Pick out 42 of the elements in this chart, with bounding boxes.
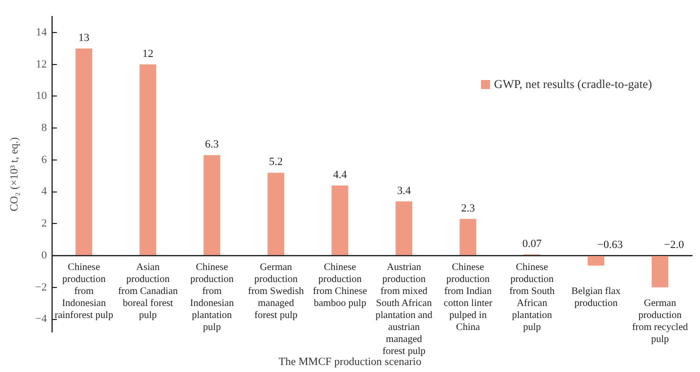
x-tick-label: Chinese production from Indian cotton linter pulped in China bbox=[444, 262, 493, 334]
bar bbox=[460, 218, 476, 256]
x-tick-label: Chinese production from Indonesian plantation pulp bbox=[190, 262, 234, 334]
bar bbox=[588, 256, 604, 266]
y-tick-label: 14 bbox=[36, 26, 48, 38]
data-label: 5.2 bbox=[269, 156, 283, 168]
y-tick-label: 8 bbox=[41, 122, 48, 134]
x-tick-label: German production from recycled pulp bbox=[632, 298, 688, 346]
x-tick-label: Belgian flax production bbox=[571, 286, 621, 310]
data-label: 4.4 bbox=[333, 168, 348, 181]
data-label: 13 bbox=[78, 32, 90, 44]
data-label: 3.4 bbox=[397, 184, 412, 197]
x-tick-label: German production from Swedish managed forest pulp bbox=[248, 262, 304, 322]
x-tick-label: Chinese production from South African plantation pulp bbox=[509, 262, 555, 334]
x-tick-label: Chinese production from Chinese bamboo pulp bbox=[312, 262, 368, 310]
data-label: 6.3 bbox=[205, 138, 220, 151]
bar bbox=[268, 172, 284, 256]
y-tick-label: 12 bbox=[36, 58, 47, 70]
x-axis-title: The MMCF production scenario bbox=[278, 356, 422, 368]
x-tick-label: Austrian production from mixed South African plantation and austrian managed forest pulp bbox=[375, 262, 432, 358]
bar bbox=[652, 256, 668, 288]
data-label: 0.07 bbox=[522, 238, 542, 250]
y-tick-label: 6 bbox=[41, 154, 48, 166]
bar bbox=[332, 185, 348, 256]
bar bbox=[76, 48, 92, 256]
legend-label: GWP, net results (cradle-to-gate) bbox=[494, 76, 652, 92]
y-axis-title: CO₂ (×10³ t, eq.) bbox=[8, 136, 20, 212]
bar bbox=[140, 64, 156, 256]
y-tick-label: 2 bbox=[41, 218, 47, 230]
y-tick-label: −2 bbox=[35, 281, 47, 294]
y-tick-label: 0 bbox=[41, 249, 48, 262]
bar bbox=[204, 155, 220, 256]
data-label: −2.0 bbox=[664, 238, 684, 251]
data-label: 2.3 bbox=[461, 202, 476, 214]
y-tick-label: 10 bbox=[36, 90, 48, 102]
data-label: 12 bbox=[142, 48, 154, 60]
x-tick-label: Chinese production from Indonesian rainforest pulp bbox=[54, 262, 114, 322]
y-tick-label: 4 bbox=[41, 186, 48, 198]
data-label: −0.63 bbox=[597, 238, 624, 251]
bar bbox=[396, 201, 412, 256]
x-tick-label: Asian production from Canadian boreal forest pulp bbox=[118, 262, 178, 322]
y-tick-label: −4 bbox=[35, 313, 48, 326]
